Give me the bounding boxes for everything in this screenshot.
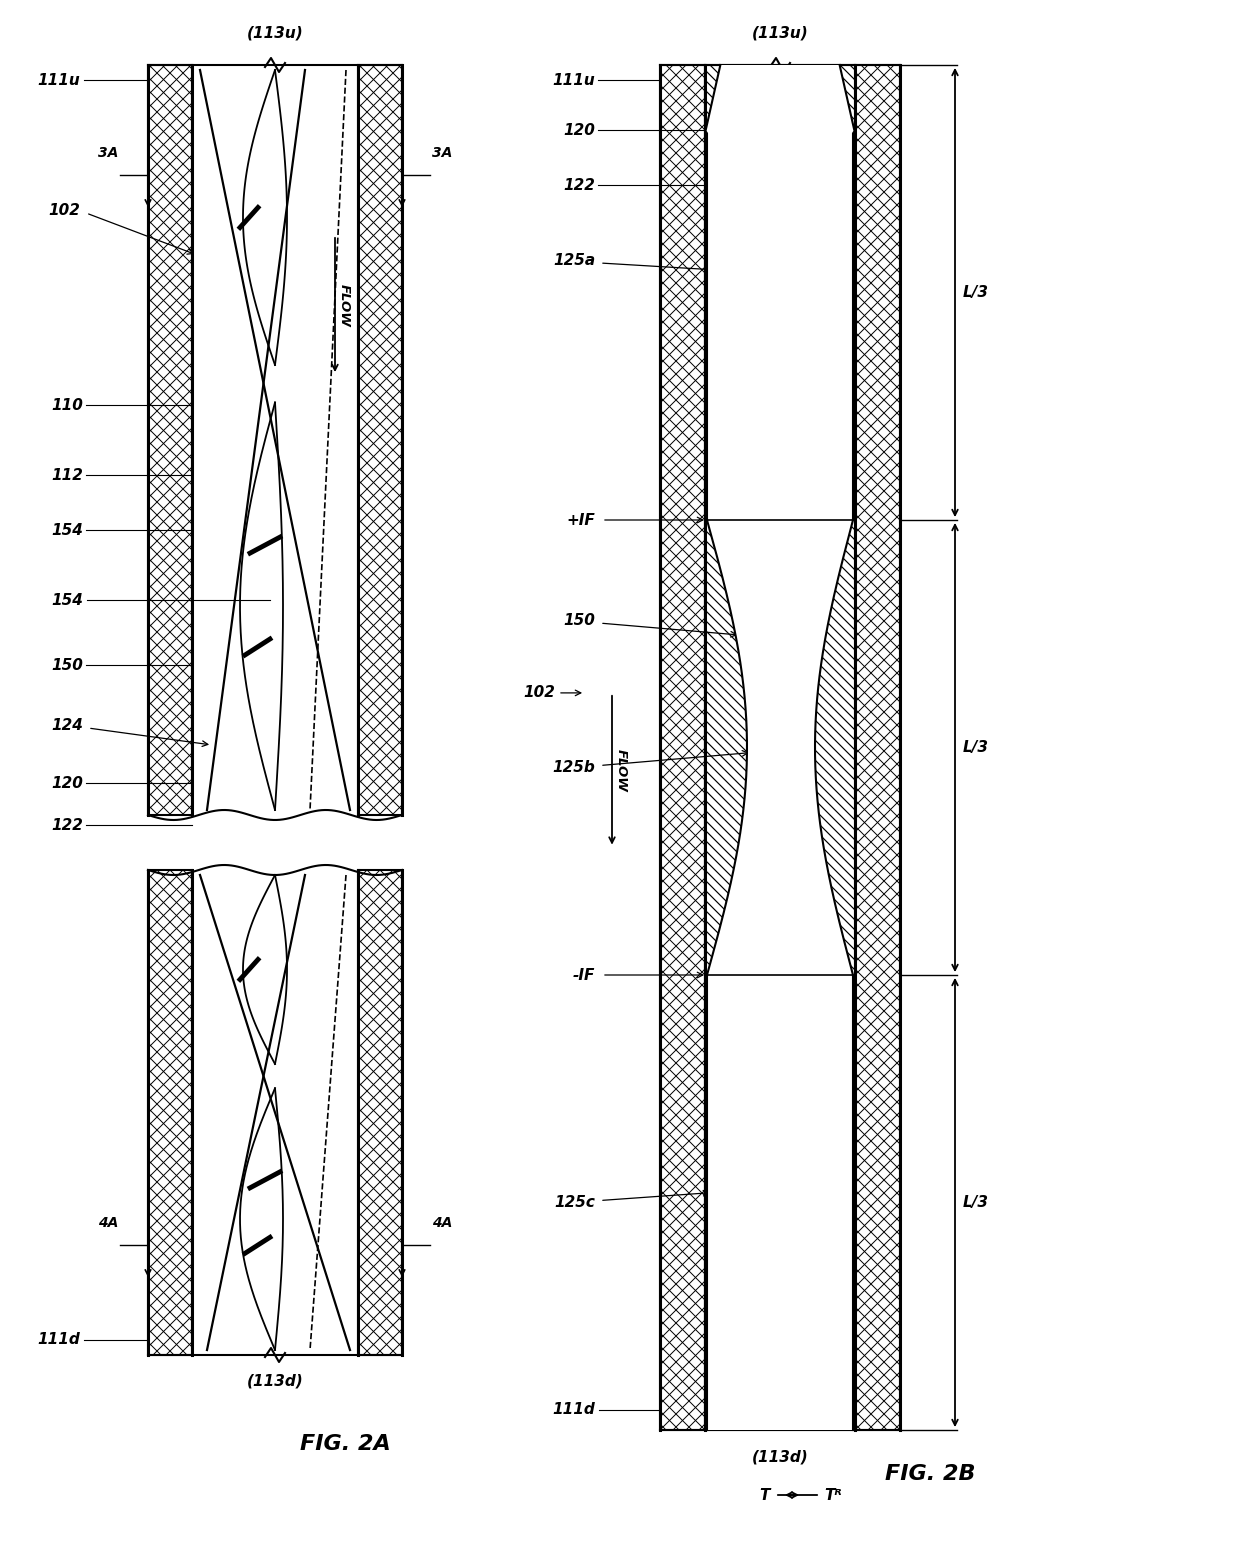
Text: 125a: 125a [553,252,595,268]
Text: 111u: 111u [37,73,81,87]
Text: 120: 120 [563,122,595,138]
Text: FLOW: FLOW [615,748,627,792]
Polygon shape [148,65,192,815]
Text: FIG. 2A: FIG. 2A [300,1434,391,1455]
Text: 120: 120 [51,776,83,790]
Text: 111d: 111d [552,1402,595,1417]
Text: 4A: 4A [432,1216,453,1230]
Polygon shape [706,65,854,1430]
Text: FIG. 2B: FIG. 2B [885,1464,975,1484]
Text: 124: 124 [51,717,83,733]
Text: (113u): (113u) [751,25,808,40]
Text: 102: 102 [523,685,556,700]
Text: 110: 110 [51,398,83,412]
Polygon shape [660,65,706,1430]
Polygon shape [358,65,402,815]
Text: T: T [760,1489,770,1503]
Text: (113d): (113d) [247,1372,304,1388]
Text: 3A: 3A [98,146,118,160]
Text: L/3: L/3 [963,740,990,754]
Text: 125c: 125c [554,1194,595,1210]
Text: L/3: L/3 [963,1194,990,1210]
Text: 102: 102 [48,203,81,217]
Text: (113d): (113d) [751,1450,808,1465]
Text: 154: 154 [51,593,83,607]
Text: -IF: -IF [573,968,595,982]
Text: FLOW: FLOW [339,283,351,327]
Text: 122: 122 [563,178,595,192]
Polygon shape [706,65,856,1430]
Text: 122: 122 [51,818,83,832]
Text: 125b: 125b [552,761,595,774]
Text: (113u): (113u) [247,25,304,40]
Text: 4A: 4A [98,1216,118,1230]
Text: 111d: 111d [37,1332,81,1348]
Polygon shape [148,871,192,1355]
Text: 150: 150 [51,657,83,672]
Text: 154: 154 [51,522,83,538]
Polygon shape [358,871,402,1355]
Polygon shape [856,65,900,1430]
Text: 112: 112 [51,468,83,482]
Text: 150: 150 [563,612,595,627]
Text: 3A: 3A [432,146,453,160]
Text: L/3: L/3 [963,285,990,301]
Text: +IF: +IF [567,513,595,528]
Text: 111u: 111u [552,73,595,87]
Text: Tᴿ: Tᴿ [825,1489,842,1503]
